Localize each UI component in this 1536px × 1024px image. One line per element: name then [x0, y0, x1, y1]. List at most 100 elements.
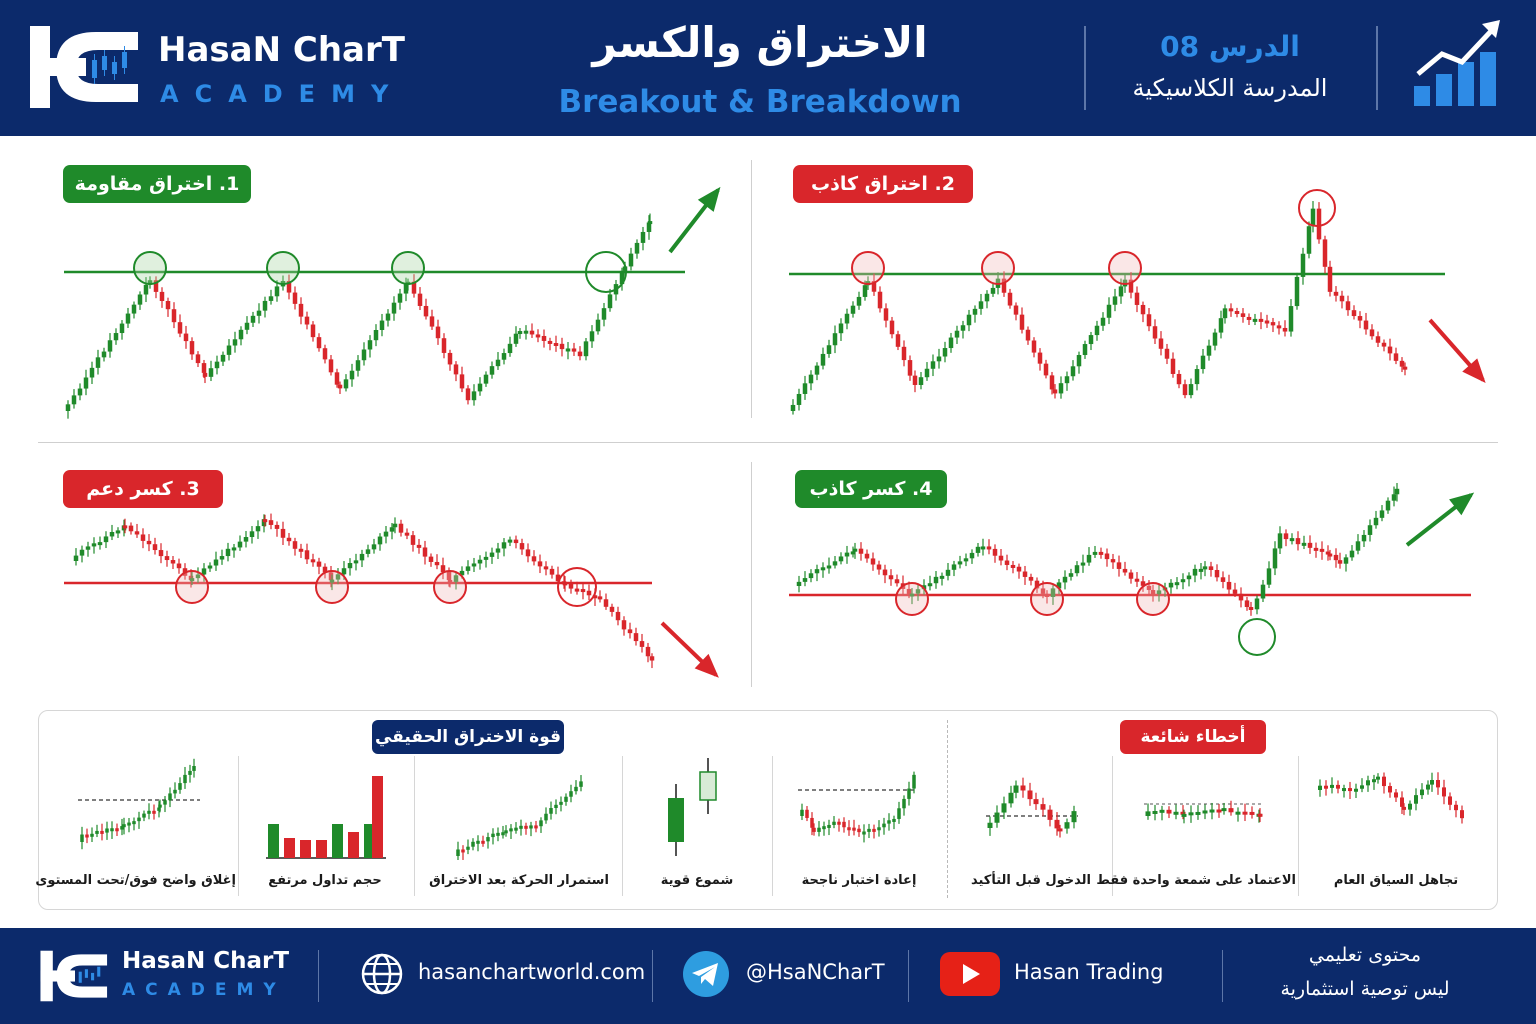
candle-body [1382, 776, 1386, 787]
candle-body [1134, 292, 1140, 305]
strength-item-caption: استمرار الحركة بعد الاختراق [429, 873, 609, 888]
candle-body [477, 559, 483, 564]
candle-body [924, 368, 930, 378]
touch-point-marker [585, 251, 627, 293]
candle-body [1361, 534, 1367, 542]
candle-body [579, 781, 583, 787]
arrow-head [694, 653, 719, 678]
candle-body [1020, 785, 1026, 791]
candle-body [1327, 266, 1333, 292]
candle-body [507, 343, 513, 354]
strength-item-caption: شموع قوية [660, 873, 734, 888]
candle-body [274, 286, 280, 297]
item-divider [772, 756, 773, 896]
candle-body [232, 339, 238, 346]
candle-body [647, 221, 653, 225]
candle-body [541, 335, 547, 341]
lesson-school: المدرسة الكلاسيكية [1132, 74, 1328, 102]
mistake-item-caption: الاعتماد على شمعة واحدة فقط [1096, 873, 1296, 888]
candle-body [1173, 811, 1179, 815]
telegram-handle[interactable]: @HsaNCharT [746, 960, 885, 984]
candle-body [471, 841, 475, 847]
candle-body [607, 294, 613, 309]
candle-body [634, 242, 640, 254]
youtube-channel[interactable]: Hasan Trading [1014, 960, 1164, 984]
candle-body [201, 363, 207, 373]
candle-body [115, 828, 119, 832]
candle-body [969, 552, 975, 559]
candle-body [489, 552, 495, 557]
mistake-item-ignore-context: تجاهل السياق العام [1300, 750, 1492, 900]
touch-point-marker [391, 251, 425, 285]
strength-item-caption: إغلاق واضح فوق/تحت المستوى [35, 873, 236, 888]
candle-body [1094, 325, 1100, 336]
candle-body [1270, 322, 1276, 326]
candle-body [120, 826, 124, 830]
page-title-arabic: الاختراق والكسر [592, 18, 928, 67]
candle-body [871, 281, 877, 292]
candle-body [1345, 301, 1351, 311]
candle-body [1460, 810, 1464, 819]
candle-body [1375, 336, 1381, 343]
candle-body [850, 551, 856, 555]
candle-body [574, 588, 580, 592]
candle-body [501, 353, 507, 360]
candle-body [459, 374, 465, 389]
candle-body [214, 361, 220, 369]
candle-body [147, 280, 153, 285]
candle-body [1209, 809, 1215, 813]
candle-body [397, 293, 403, 303]
candle-body [1333, 291, 1339, 296]
footer-divider [908, 950, 909, 1002]
candle-body [838, 323, 844, 334]
candle-body [71, 395, 77, 405]
candle-body [1195, 811, 1201, 815]
candle-body [1168, 582, 1174, 588]
candle-body [1436, 780, 1440, 788]
candle-body [800, 809, 804, 816]
candle-body [1310, 208, 1316, 227]
candle-body [986, 546, 992, 550]
candle-body [586, 590, 592, 596]
candle-body [1454, 804, 1458, 811]
candle-body [1106, 304, 1112, 318]
candle-body [1306, 226, 1312, 254]
candle-body [1180, 811, 1186, 815]
candle-body [465, 388, 471, 401]
candle-body [122, 525, 128, 529]
candle-body [882, 569, 888, 576]
panel-divider [751, 462, 752, 687]
candle-body [1254, 598, 1260, 610]
candle-body [543, 566, 549, 570]
candle-body [79, 549, 85, 556]
candle-body [559, 343, 565, 350]
candle-body [1098, 551, 1104, 555]
candle-body [1040, 588, 1046, 594]
mistake-item-caption: تجاهل السياق العام [1333, 873, 1459, 888]
candle-body [1388, 786, 1392, 793]
footer-divider [652, 950, 653, 1002]
candle-body [559, 801, 563, 805]
candle-body [367, 340, 373, 350]
candle-body [895, 334, 901, 347]
candle-body [1385, 500, 1391, 511]
candle-body [574, 786, 578, 792]
candle-body [1272, 548, 1278, 569]
candle-body [529, 330, 535, 335]
candle-body [1252, 318, 1258, 322]
candle-body [930, 361, 936, 369]
candle-body [1330, 784, 1334, 788]
candle-body [814, 365, 820, 375]
candle-body [466, 846, 470, 850]
touch-point-marker [1298, 189, 1336, 227]
disclaimer-line-2: ليس توصية استثمارية [1280, 978, 1450, 1000]
candle-body [322, 348, 328, 360]
candle-body [1248, 607, 1254, 611]
website-link[interactable]: hasanchartworld.com [418, 960, 646, 984]
touch-point-marker [175, 570, 209, 604]
candle-body [1180, 579, 1186, 583]
volume-bar [364, 824, 375, 858]
strong-candles-icon [668, 758, 717, 856]
candle-body [391, 302, 397, 314]
candle-body [1049, 375, 1055, 390]
